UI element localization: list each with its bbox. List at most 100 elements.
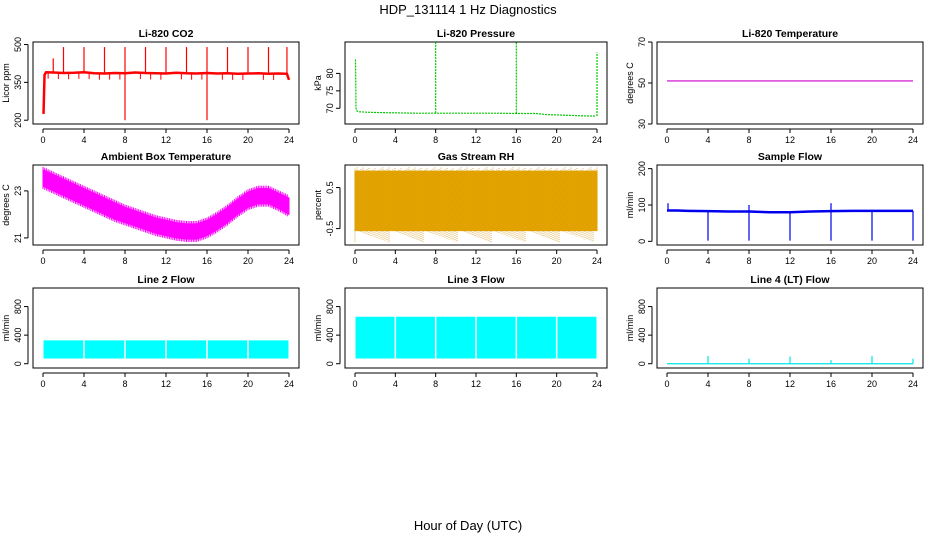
panel-9: Line 4 (LT) Flow ml/min 0 4 8 12 16 20 24 0 400 800 bbox=[625, 274, 924, 389]
x-tick-label: 20 bbox=[243, 379, 253, 389]
panel-title: Ambient Box Temperature bbox=[101, 151, 232, 163]
y-tick-label: 0 bbox=[325, 361, 335, 366]
x-tick-label: 24 bbox=[592, 379, 602, 389]
y-tick-label: -0.5 bbox=[325, 221, 335, 237]
x-tick-label: 16 bbox=[202, 256, 212, 266]
y-tick-label: 200 bbox=[637, 161, 647, 176]
plot-frame bbox=[344, 164, 608, 246]
y-tick-label: 800 bbox=[13, 299, 23, 314]
x-tick-label: 8 bbox=[746, 379, 751, 389]
x-tick-label: 20 bbox=[243, 256, 253, 266]
y-axis-label: ml/min bbox=[625, 315, 635, 342]
plot-frame bbox=[32, 41, 300, 125]
x-tick-label: 16 bbox=[826, 379, 836, 389]
x-tick-label: 24 bbox=[284, 256, 294, 266]
series-line bbox=[42, 71, 291, 114]
plot-frame bbox=[32, 164, 300, 246]
y-tick-label: 75 bbox=[325, 86, 335, 96]
x-tick-label: 20 bbox=[552, 379, 562, 389]
panel-title: Gas Stream RH bbox=[438, 151, 514, 163]
x-tick-label: 24 bbox=[908, 256, 918, 266]
panel-4: Ambient Box Temperature degrees C 0 4 8 12 16 2… bbox=[1, 151, 300, 266]
y-tick-label: 800 bbox=[325, 299, 335, 314]
panel-8: Line 3 Flow ml/min 0 4 8 12 16 20 24 0 400 800 bbox=[313, 274, 608, 389]
x-tick-label: 0 bbox=[352, 256, 357, 266]
x-tick-label: 20 bbox=[867, 135, 877, 145]
x-tick-label: 0 bbox=[352, 379, 357, 389]
panel-1: Li-820 CO2 Licor ppm 0 4 8 12 16 20 24 200 350 500 bbox=[1, 28, 300, 145]
x-tick-label: 0 bbox=[664, 135, 669, 145]
x-tick-label: 4 bbox=[81, 135, 86, 145]
x-tick-label: 16 bbox=[826, 135, 836, 145]
y-axis-label: Licor ppm bbox=[1, 63, 11, 103]
y-tick-label: 0 bbox=[13, 361, 23, 366]
x-tick-label: 12 bbox=[471, 135, 481, 145]
x-tick-label: 8 bbox=[746, 135, 751, 145]
x-tick-label: 20 bbox=[867, 379, 877, 389]
y-tick-label: 400 bbox=[325, 328, 335, 343]
plot-frame bbox=[32, 287, 300, 369]
x-tick-label: 12 bbox=[161, 379, 171, 389]
series-line bbox=[667, 209, 913, 214]
x-tick-label: 20 bbox=[243, 135, 253, 145]
x-tick-label: 4 bbox=[81, 256, 86, 266]
x-tick-label: 16 bbox=[511, 135, 521, 145]
y-axis-label: degrees C bbox=[1, 184, 11, 226]
y-tick-label: 400 bbox=[13, 328, 23, 343]
panel-title: Sample Flow bbox=[758, 151, 823, 163]
plot-frame bbox=[656, 41, 924, 125]
panel-2: Li-820 Pressure kPa 0 4 8 12 16 20 24 70 75 80 bbox=[313, 28, 608, 145]
y-tick-label: 80 bbox=[325, 68, 335, 78]
panel-title: Li-820 Pressure bbox=[437, 28, 515, 40]
y-tick-label: 70 bbox=[637, 37, 647, 47]
x-tick-label: 16 bbox=[826, 256, 836, 266]
x-tick-label: 12 bbox=[471, 379, 481, 389]
panel-5: Gas Stream RH percent 0 4 8 12 16 20 24 -0.5 0.5 bbox=[313, 151, 608, 266]
x-tick-label: 24 bbox=[284, 379, 294, 389]
y-tick-label: 800 bbox=[637, 299, 647, 314]
y-axis-label: degrees C bbox=[625, 62, 635, 104]
y-tick-label: 23 bbox=[13, 186, 23, 196]
page-title: HDP_131114 1 Hz Diagnostics bbox=[379, 2, 557, 17]
panel-7: Line 2 Flow ml/min 0 4 8 12 16 20 24 0 400 800 bbox=[1, 274, 300, 389]
x-tick-label: 20 bbox=[867, 256, 877, 266]
x-tick-label: 12 bbox=[785, 135, 795, 145]
y-tick-label: 0 bbox=[637, 239, 647, 244]
x-axis-label: Hour of Day (UTC) bbox=[413, 518, 523, 533]
x-tick-label: 8 bbox=[433, 135, 438, 145]
y-tick-label: 500 bbox=[13, 37, 23, 52]
y-tick-label: 0 bbox=[637, 361, 647, 366]
x-tick-label: 16 bbox=[511, 256, 521, 266]
x-tick-label: 8 bbox=[433, 256, 438, 266]
x-tick-label: 4 bbox=[81, 379, 86, 389]
x-tick-label: 4 bbox=[705, 135, 710, 145]
x-tick-label: 0 bbox=[664, 256, 669, 266]
y-axis-label: ml/min bbox=[313, 315, 323, 342]
y-tick-label: 100 bbox=[637, 197, 647, 212]
panel-title: Line 3 Flow bbox=[447, 274, 505, 286]
panel-6: Sample Flow ml/min 0 4 8 12 16 20 24 0 100 200 bbox=[625, 151, 924, 266]
y-tick-label: 0.5 bbox=[325, 181, 335, 194]
panel-title: Li-820 Temperature bbox=[742, 28, 838, 40]
plot-frame bbox=[344, 287, 608, 369]
x-tick-label: 0 bbox=[352, 135, 357, 145]
y-axis-label: ml/min bbox=[625, 192, 635, 219]
x-tick-label: 4 bbox=[393, 135, 398, 145]
x-tick-label: 16 bbox=[202, 379, 212, 389]
x-tick-label: 12 bbox=[785, 379, 795, 389]
x-tick-label: 4 bbox=[705, 256, 710, 266]
x-tick-label: 8 bbox=[746, 256, 751, 266]
x-tick-label: 20 bbox=[552, 256, 562, 266]
x-tick-label: 20 bbox=[552, 135, 562, 145]
x-tick-label: 12 bbox=[785, 256, 795, 266]
x-tick-label: 4 bbox=[705, 379, 710, 389]
x-tick-label: 16 bbox=[511, 379, 521, 389]
y-tick-label: 21 bbox=[13, 233, 23, 243]
plot-frame bbox=[344, 41, 608, 125]
panel-3: Li-820 Temperature degrees C 0 4 8 12 16 20 24 30… bbox=[625, 28, 924, 145]
x-tick-label: 4 bbox=[393, 256, 398, 266]
x-tick-label: 24 bbox=[592, 135, 602, 145]
x-tick-label: 24 bbox=[284, 135, 294, 145]
y-axis-label: kPa bbox=[313, 75, 323, 91]
